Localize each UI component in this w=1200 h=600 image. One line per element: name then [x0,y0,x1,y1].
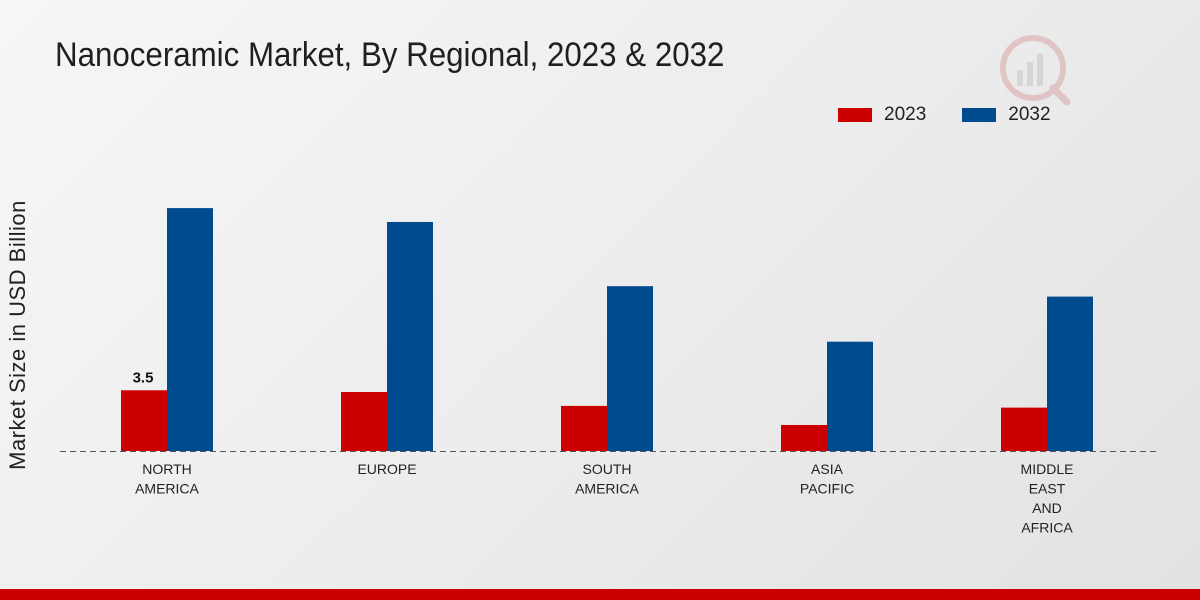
data-label: 3.5 [133,369,154,386]
legend-label-2023: 2023 [884,104,927,125]
bar-2023-1 [341,392,387,451]
x-tick-label-3: ASIA PACIFIC [800,461,854,497]
x-tick-label-4: MIDDLE EAST AND AFRICA [1021,461,1074,536]
bar-2023-2 [561,405,607,451]
bar-2032-4 [1047,296,1093,451]
chart-title: Nanoceramic Market, By Regional, 2023 & … [55,36,725,74]
legend-item-2032: 2032 [962,104,1051,126]
legend-swatch-2032 [962,108,997,122]
bar-2032-2 [607,286,653,451]
chart-legend: 2023 2032 [838,104,1087,126]
bar-2023-0 [121,390,167,451]
legend-swatch-2023 [838,108,872,122]
x-tick-label-0: NORTH AMERICA [135,461,199,497]
legend-item-2023: 2023 [838,104,926,126]
bar-2032-0 [167,208,213,451]
x-tick-label-2: SOUTH AMERICA [575,461,639,497]
bar-2032-3 [827,341,873,451]
watermark-logo-icon [1000,35,1071,106]
footer-bar [0,589,1200,600]
legend-label-2032: 2032 [1008,104,1051,125]
bar-2032-1 [387,221,433,451]
bar-2023-3 [781,424,827,451]
x-tick-label-1: EUROPE [357,461,416,477]
bar-2023-4 [1001,407,1047,451]
